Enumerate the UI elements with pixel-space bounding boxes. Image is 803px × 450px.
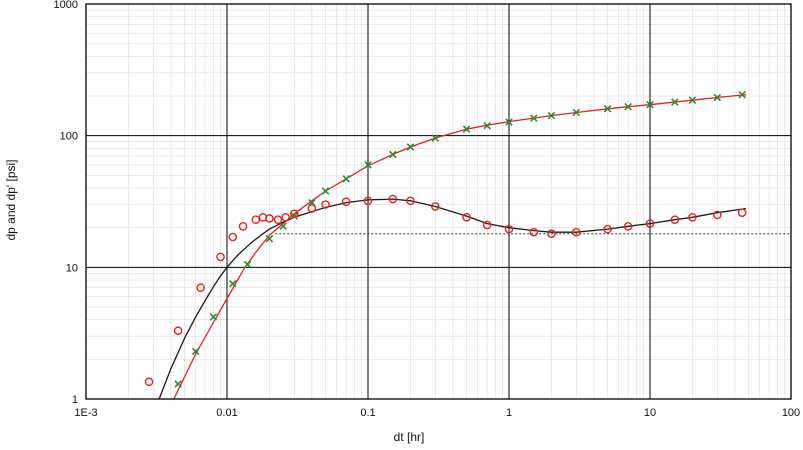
- pressure-point: [713, 93, 722, 102]
- pressure-point: [530, 114, 538, 122]
- pressure-point: [646, 100, 654, 109]
- pressure-point: [209, 313, 218, 321]
- derivative-point: [281, 212, 290, 222]
- pressure-point: [547, 111, 556, 120]
- y-axis-title: dp and dp' [psi]: [4, 159, 18, 240]
- minor-grid: [86, 4, 791, 399]
- pressure-point: [624, 102, 632, 111]
- derivative-point: [388, 194, 398, 204]
- derivative-point: [251, 215, 261, 225]
- pressure-point: [279, 222, 287, 231]
- pressure-point: [406, 143, 415, 151]
- pressure-point: [290, 212, 299, 220]
- derivative-point: [462, 212, 471, 222]
- pressure-point: [389, 150, 397, 159]
- derivative-point: [571, 227, 581, 237]
- series-layer: [144, 90, 791, 400]
- plot-area: [86, 4, 791, 399]
- y-tick-label: 1000: [54, 0, 78, 11]
- derivative-point: [307, 204, 317, 213]
- derivative-point: [265, 214, 274, 223]
- pressure-point: [738, 90, 746, 99]
- derivative-point: [406, 196, 415, 206]
- pressure-point: [265, 234, 274, 243]
- derivative-point: [712, 210, 722, 220]
- model-curve: [173, 93, 747, 400]
- pressure-point: [342, 175, 350, 183]
- derivative-point: [529, 227, 539, 237]
- pressure-point: [505, 118, 513, 126]
- derivative-point: [273, 215, 283, 225]
- pressure-point: [603, 105, 612, 113]
- y-tick-label: 1: [72, 394, 78, 406]
- x-axis-title: dt [hr]: [394, 430, 425, 444]
- pressure-point: [191, 347, 200, 356]
- x-tick-label: 10: [644, 407, 656, 419]
- derivative-point: [216, 252, 225, 262]
- x-tick-label: 1E-3: [74, 407, 97, 419]
- derivative-point: [228, 232, 238, 242]
- pressure-point: [243, 260, 252, 269]
- y-tick-label: 100: [60, 131, 78, 143]
- derivative-point: [321, 200, 330, 209]
- derivative-point: [645, 219, 655, 228]
- pressure-point: [321, 187, 330, 195]
- pressure-point: [671, 98, 679, 106]
- y-tick-labels: 1 10 100 1000: [54, 0, 78, 406]
- plot-frame: [85, 3, 792, 400]
- model-curve: [158, 198, 747, 400]
- derivative-point: [289, 209, 299, 219]
- derivative-point: [670, 215, 680, 225]
- derivative-point: [603, 224, 612, 234]
- x-tick-label: 0.1: [360, 407, 375, 419]
- derivative-point: [341, 197, 351, 207]
- pressure-point: [572, 108, 581, 117]
- derivative-point: [737, 208, 747, 217]
- derivative-point: [173, 326, 183, 336]
- derivative-point: [144, 377, 154, 387]
- x-tick-labels: 1E-3 0.01 0.1 1 10 100: [74, 407, 800, 419]
- derivative-point: [482, 220, 492, 230]
- pressure-point: [174, 380, 182, 388]
- pressure-point: [364, 161, 372, 169]
- derivative-point: [196, 283, 205, 293]
- pressure-point: [462, 125, 471, 133]
- pressure-point: [483, 121, 491, 130]
- pressure-point: [229, 280, 237, 288]
- derivative-point: [430, 202, 440, 211]
- x-tick-label: 100: [782, 407, 800, 419]
- derivative-point: [504, 224, 514, 234]
- pressure-point: [688, 96, 697, 104]
- derivative-point: [547, 229, 556, 239]
- x-tick-label: 0.01: [216, 407, 237, 419]
- derivative-point: [688, 212, 697, 222]
- derivative-point: [238, 221, 248, 231]
- x-tick-label: 1: [506, 407, 512, 419]
- derivative-point: [623, 221, 633, 231]
- derivative-point: [363, 196, 373, 206]
- pressure-point: [431, 134, 440, 142]
- y-tick-label: 10: [66, 262, 78, 274]
